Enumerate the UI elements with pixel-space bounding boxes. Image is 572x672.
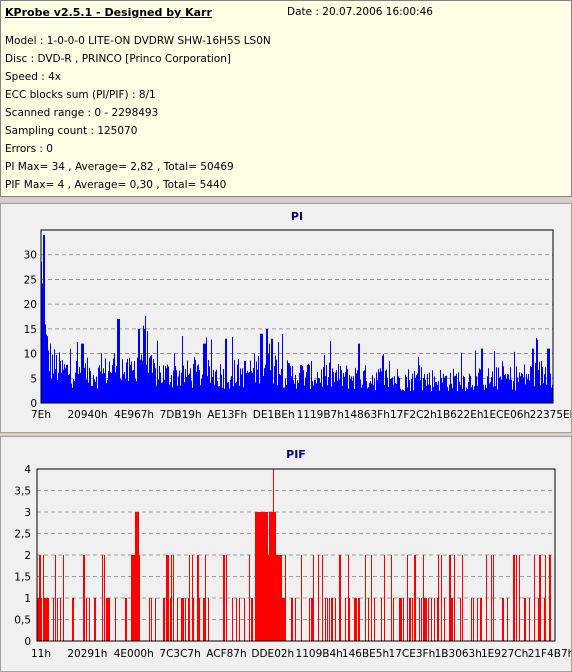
info-ecc: ECC blocks sum (PI/PIF) : 8/1 — [5, 89, 156, 101]
x-tick-label: DE1BEh — [253, 409, 295, 421]
pi-chart-panel: PI 0 5 10 15 20 25 30 7Eh 20940h 4E967h 7DB19h AE13F… — [0, 203, 572, 433]
y-tick-label: 0,5 — [14, 615, 31, 627]
x-tick-label: 21F4B7h — [528, 648, 571, 660]
x-tick-label: 4E967h — [114, 409, 154, 421]
pif-chart: PIF 0 0,5 1 1,5 2 2,5 3 3,5 4 11h 20291h 4E000h 7C3C7… — [14, 448, 572, 660]
x-tick-label: 1B622Eh — [436, 409, 483, 421]
x-tick-label: 20940h — [68, 409, 108, 421]
app-title: KProbe v2.5.1 - Designed by Karr — [5, 6, 212, 19]
x-tick-label: DDE02h — [251, 648, 294, 660]
y-tick-label: 2 — [24, 550, 31, 562]
info-speed: Speed : 4x — [5, 71, 62, 83]
x-tick-label: 20291h — [67, 648, 107, 660]
y-tick-label: 15 — [24, 324, 37, 336]
x-tick-label: 4E000h — [114, 648, 154, 660]
x-tick-label: AE13Fh — [207, 409, 247, 421]
scan-date: Date : 20.07.2006 16:00:46 — [287, 6, 433, 18]
x-tick-label: 1109B4h — [296, 648, 343, 660]
y-tick-label: 30 — [24, 250, 37, 262]
x-tick-label: 7Eh — [31, 409, 51, 421]
x-tick-label: 22375Eh — [530, 409, 571, 421]
y-tick-label: 1 — [24, 593, 31, 605]
x-tick-label: 1E927Ch — [481, 648, 528, 660]
x-tick-label: 146BE5h — [342, 648, 389, 660]
y-tick-label: 4 — [24, 464, 31, 476]
info-pi-stats: PI Max= 34 , Average= 2,82 , Total= 5046… — [5, 161, 234, 173]
y-tick-label: 3,5 — [14, 486, 31, 498]
x-tick-label: 1ECE06h — [483, 409, 530, 421]
info-range: Scanned range : 0 - 2298493 — [5, 107, 159, 119]
x-tick-label: 7C3C7h — [159, 648, 200, 660]
x-tick-label: ACF87h — [206, 648, 246, 660]
y-tick-label: 1,5 — [14, 572, 31, 584]
chart-title: PI — [291, 210, 303, 223]
info-panel: KProbe v2.5.1 - Designed by Karr Date : … — [0, 0, 572, 197]
y-tick-label: 3 — [24, 507, 31, 519]
y-tick-label: 2,5 — [14, 529, 31, 541]
y-tick-label: 25 — [24, 274, 37, 286]
y-tick-label: 20 — [24, 299, 37, 311]
x-tick-label: 11h — [31, 648, 51, 660]
pif-chart-panel: PIF 0 0,5 1 1,5 2 2,5 3 3,5 4 11h 20291h 4E000h 7C3C7… — [0, 436, 572, 672]
y-tick-label: 0 — [30, 398, 37, 410]
y-tick-label: 5 — [30, 373, 37, 385]
plot-frame — [36, 468, 556, 642]
x-tick-label: 1B3063h — [435, 648, 482, 660]
pi-chart: PI 0 5 10 15 20 25 30 7Eh 20940h 4E967h 7DB19h AE13F… — [24, 210, 572, 421]
x-tick-label: 17CE3Fh — [389, 648, 436, 660]
info-sampling: Sampling count : 125070 — [5, 125, 138, 137]
chart-title: PIF — [286, 448, 306, 461]
y-tick-label: 10 — [24, 349, 37, 361]
info-pif-stats: PIF Max= 4 , Average= 0,30 , Total= 5440 — [5, 179, 227, 191]
x-tick-label: 14863Fh — [344, 409, 390, 421]
y-tick-label: 0 — [24, 636, 31, 648]
info-errors: Errors : 0 — [5, 143, 53, 155]
info-model: Model : 1-0-0-0 LITE-ON DVDRW SHW-16H5S … — [5, 35, 271, 47]
x-tick-label: 1119B7h — [297, 409, 344, 421]
plot-frame — [40, 229, 554, 404]
info-disc: Disc : DVD-R , PRINCO [Princo Corporatio… — [5, 53, 232, 65]
x-tick-label: 7DB19h — [160, 409, 202, 421]
x-tick-label: 17F2C2h — [390, 409, 437, 421]
